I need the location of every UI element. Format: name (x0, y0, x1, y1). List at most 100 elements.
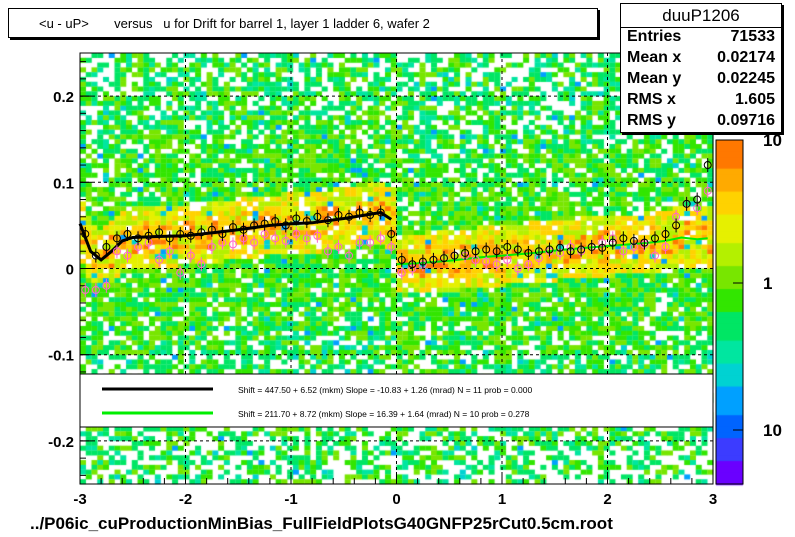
open-marker (376, 208, 385, 217)
open-marker (682, 199, 691, 208)
green-fit-line (396, 236, 708, 266)
black-fit-line (78, 210, 393, 262)
colorbar-label: 1 (763, 274, 772, 293)
pink-marker (281, 236, 290, 245)
open-marker (144, 231, 153, 240)
open-marker (598, 243, 607, 252)
open-marker (397, 255, 406, 264)
open-marker (134, 234, 143, 243)
pink-marker (197, 260, 206, 269)
chart-title: <u - uP> versus u for Drift for barrel 1… (39, 16, 430, 31)
colorbar-frame (715, 139, 744, 485)
open-marker (302, 217, 311, 226)
open-marker (439, 254, 448, 263)
pink-marker (334, 242, 343, 251)
stats-row-rms-x: RMS x 1.605 (627, 91, 775, 108)
open-marker (355, 208, 364, 217)
open-marker (450, 251, 459, 260)
stats-row-mean-y: Mean y 0.02245 (627, 70, 775, 87)
pink-marker (650, 251, 659, 260)
open-marker (323, 216, 332, 225)
stats-row-mean-x: Mean x 0.02174 (627, 49, 775, 66)
x-tick-label: 3 (709, 491, 717, 508)
pink-marker (207, 242, 216, 251)
pink-marker (619, 247, 628, 256)
open-marker (186, 231, 195, 240)
y-tick-label: -0.1 (48, 348, 74, 365)
pink-marker (524, 260, 533, 269)
pink-marker (397, 268, 406, 277)
open-marker (672, 221, 681, 230)
chart-title-box: <u - uP> versus u for Drift for barrel 1… (8, 8, 598, 38)
open-marker (123, 230, 132, 239)
file-path-footer: ../P06ic_cuProductionMinBias_FullFieldPl… (30, 514, 613, 533)
open-marker (91, 251, 100, 260)
pink-marker (323, 247, 332, 256)
open-marker (482, 245, 491, 254)
open-marker (228, 223, 237, 232)
open-marker (387, 230, 396, 239)
open-marker (608, 238, 617, 247)
open-marker (112, 234, 121, 243)
open-marker (218, 230, 227, 239)
open-marker (408, 260, 417, 269)
pink-marker (366, 238, 375, 247)
pink-marker (345, 251, 354, 260)
open-marker (334, 211, 343, 220)
pink-marker (313, 231, 322, 240)
open-marker (281, 221, 290, 230)
open-marker (587, 242, 596, 251)
open-marker (650, 234, 659, 243)
open-marker (250, 221, 259, 230)
pink-marker (482, 257, 491, 266)
open-marker (366, 211, 375, 220)
x-tick-label: 1 (498, 491, 506, 508)
open-marker (102, 242, 111, 251)
open-marker (492, 247, 501, 256)
open-marker (81, 230, 90, 239)
stats-row-entries: Entries 71533 (627, 28, 775, 45)
y-tick-label: 0 (66, 262, 74, 279)
pink-marker (123, 251, 132, 260)
x-tick-label: -3 (73, 491, 86, 508)
pink-marker (492, 260, 501, 269)
pink-marker (661, 242, 670, 251)
pink-marker (102, 281, 111, 290)
pink-marker (376, 234, 385, 243)
open-marker (271, 217, 280, 226)
pink-marker (228, 240, 237, 249)
pink-marker (513, 264, 522, 273)
open-marker (534, 247, 543, 256)
pink-marker (503, 255, 512, 264)
pink-marker (176, 268, 185, 277)
x-tick-label: 2 (603, 491, 611, 508)
legend-text: Shift = 447.50 + 6.52 (mkm) Slope = -10.… (238, 385, 532, 395)
pink-marker (703, 186, 712, 195)
pink-marker (292, 230, 301, 239)
open-marker (155, 228, 164, 237)
legend-text: Shift = 211.70 + 8.72 (mkm) Slope = 16.3… (238, 409, 530, 419)
pink-marker (250, 238, 259, 247)
open-marker (418, 257, 427, 266)
open-marker (239, 225, 248, 234)
pink-marker (81, 286, 90, 295)
open-marker (556, 243, 565, 252)
open-marker (693, 195, 702, 204)
open-marker (471, 247, 480, 256)
open-marker (345, 212, 354, 221)
x-tick-label: -2 (179, 491, 192, 508)
pink-marker (112, 247, 121, 256)
colorbar-label: 10 (763, 421, 782, 440)
open-marker (313, 212, 322, 221)
open-marker (165, 234, 174, 243)
open-marker (566, 247, 575, 256)
pink-marker (302, 234, 311, 243)
colorbar-label: 10 (763, 131, 782, 150)
pink-marker (355, 238, 364, 247)
y-tick-label: 0.1 (53, 175, 74, 192)
open-marker (661, 230, 670, 239)
open-marker (176, 230, 185, 239)
pink-marker (91, 286, 100, 295)
open-marker (545, 245, 554, 254)
